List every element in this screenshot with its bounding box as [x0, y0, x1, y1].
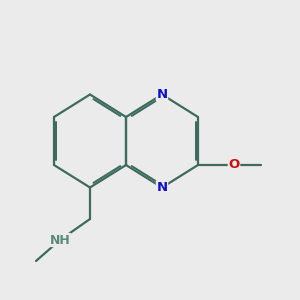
- Text: N: N: [156, 88, 168, 101]
- Text: N: N: [156, 181, 168, 194]
- Text: O: O: [228, 158, 240, 172]
- Text: NH: NH: [50, 233, 70, 247]
